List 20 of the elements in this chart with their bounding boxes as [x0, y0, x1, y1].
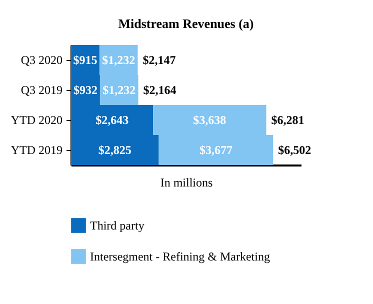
total-label: $2,164 [143, 83, 176, 97]
data-label: $1,232 [102, 53, 136, 67]
total-label: $6,281 [271, 113, 304, 127]
y-tick-label: Q3 2020 [20, 53, 62, 67]
data-label: $915 [73, 53, 98, 67]
total-label: $6,502 [278, 143, 312, 157]
legend-label: Intersegment - Refining & Marketing [90, 250, 270, 264]
y-tick-label: YTD 2020 [10, 113, 62, 127]
total-label: $2,147 [142, 53, 176, 67]
data-label: $1,232 [102, 83, 136, 97]
data-label: $932 [73, 83, 98, 97]
data-label: $2,643 [96, 113, 129, 127]
y-tick-label: YTD 2019 [10, 143, 62, 157]
x-axis-title: In millions [160, 176, 213, 190]
y-tick-label: Q3 2019 [20, 83, 62, 97]
chart-title: Midstream Revenues (a) [118, 16, 254, 31]
legend-label: Third party [90, 218, 144, 232]
data-label: $2,825 [98, 143, 132, 157]
data-label: $3,638 [193, 113, 226, 127]
data-label: $3,677 [199, 143, 232, 157]
